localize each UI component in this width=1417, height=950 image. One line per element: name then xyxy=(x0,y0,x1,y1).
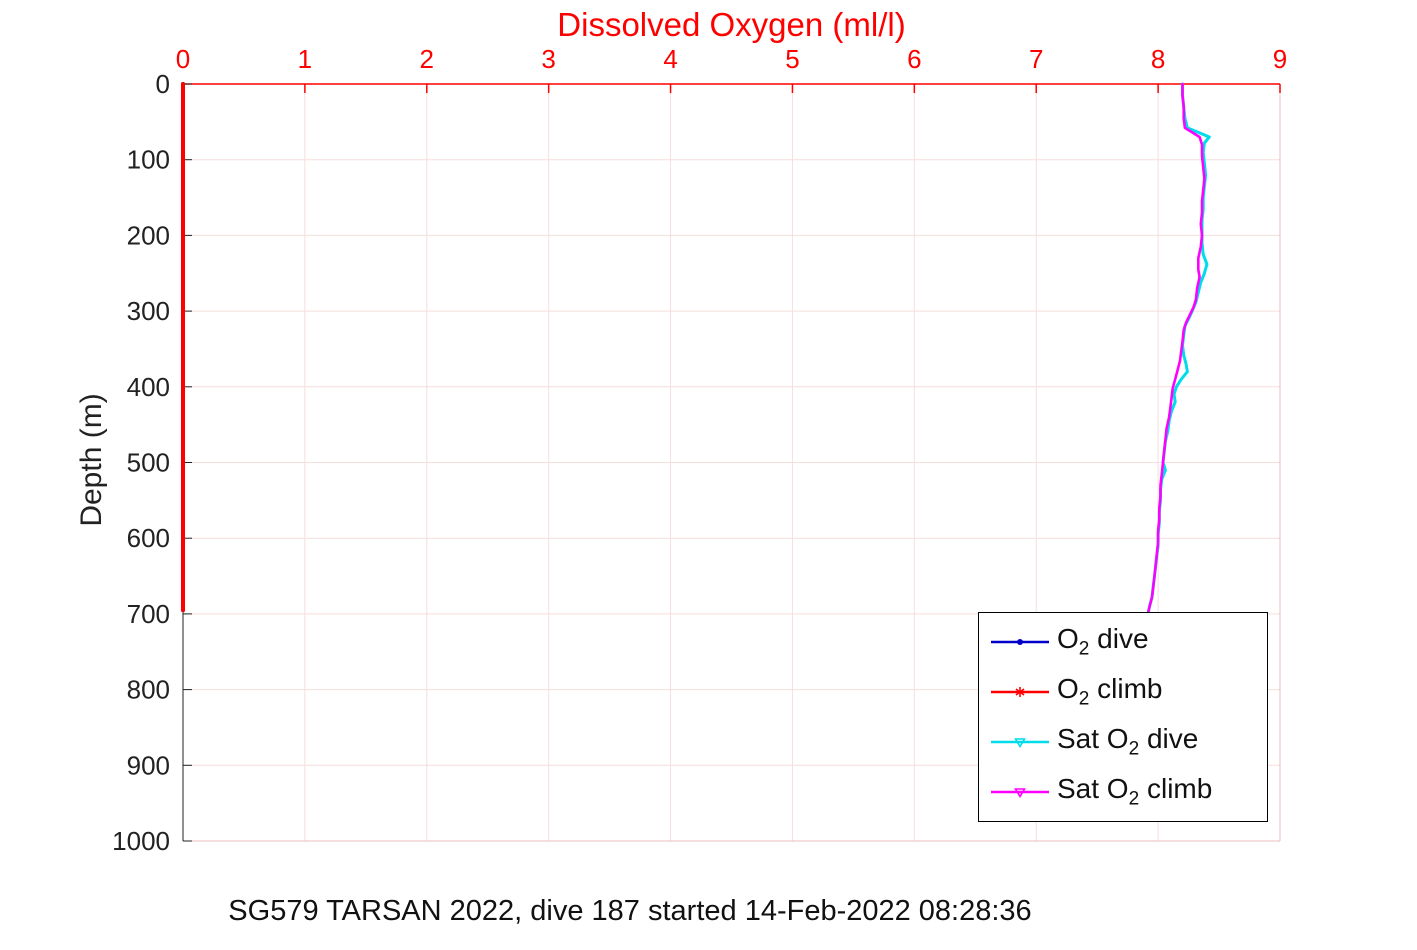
legend-line-sample xyxy=(991,738,1049,749)
x-tick-label: 3 xyxy=(541,44,555,74)
chart-title: Dissolved Oxygen (ml/l) xyxy=(557,6,906,43)
legend-line-sample xyxy=(991,788,1049,799)
asterisk-marker-icon xyxy=(1015,688,1025,696)
legend-label: O2 climb xyxy=(1057,673,1163,710)
dot-marker-icon xyxy=(1017,639,1023,645)
y-tick-label: 1000 xyxy=(112,826,170,856)
x-tick-label: 7 xyxy=(1029,44,1043,74)
y-tick-label: 600 xyxy=(127,523,170,553)
legend: O2 dive O2 climb Sat O2 dive Sat O2 climb xyxy=(978,612,1268,822)
axes: 0 1 2 3 4 5 6 7 8 9 0 100 200 300 400 500 600 700 800 900 10… xyxy=(112,44,1287,856)
y-tick-label: 100 xyxy=(127,145,170,175)
y-tick-label: 200 xyxy=(127,220,170,250)
x-tick-label: 6 xyxy=(907,44,921,74)
legend-entry-0: O2 dive xyxy=(989,623,1261,661)
y-tick-label: 700 xyxy=(127,599,170,629)
x-tick-label: 5 xyxy=(785,44,799,74)
x-tick-label: 2 xyxy=(420,44,434,74)
legend-entry-2: Sat O2 dive xyxy=(989,723,1261,761)
triangle-down-marker-icon xyxy=(1014,738,1026,749)
figure-caption: SG579 TARSAN 2022, dive 187 started 14-F… xyxy=(228,895,1032,927)
triangle-down-marker-icon xyxy=(1014,788,1026,799)
y-tick-label: 500 xyxy=(127,448,170,478)
y-tick-label: 0 xyxy=(156,69,170,99)
legend-label: Sat O2 dive xyxy=(1057,723,1199,760)
legend-entry-1: O2 climb xyxy=(989,673,1261,711)
series-sat-o2-climb xyxy=(1147,82,1206,613)
y-tick-label: 300 xyxy=(127,296,170,326)
x-tick-label: 8 xyxy=(1151,44,1165,74)
legend-line-sample xyxy=(991,639,1049,645)
legend-entry-3: Sat O2 climb xyxy=(989,773,1261,811)
y-axis-title: Depth (m) xyxy=(75,393,108,527)
y-tick-label: 900 xyxy=(127,750,170,780)
y-tick-label: 800 xyxy=(127,675,170,705)
series-lines xyxy=(181,82,1211,614)
x-tick-label: 9 xyxy=(1273,44,1287,74)
legend-label: Sat O2 climb xyxy=(1057,773,1213,810)
legend-label: O2 dive xyxy=(1057,623,1149,660)
x-tick-label: 1 xyxy=(298,44,312,74)
x-tick-label: 0 xyxy=(176,44,190,74)
legend-line-sample xyxy=(991,687,1049,697)
y-tick-label: 400 xyxy=(127,372,170,402)
x-tick-label: 4 xyxy=(663,44,677,74)
